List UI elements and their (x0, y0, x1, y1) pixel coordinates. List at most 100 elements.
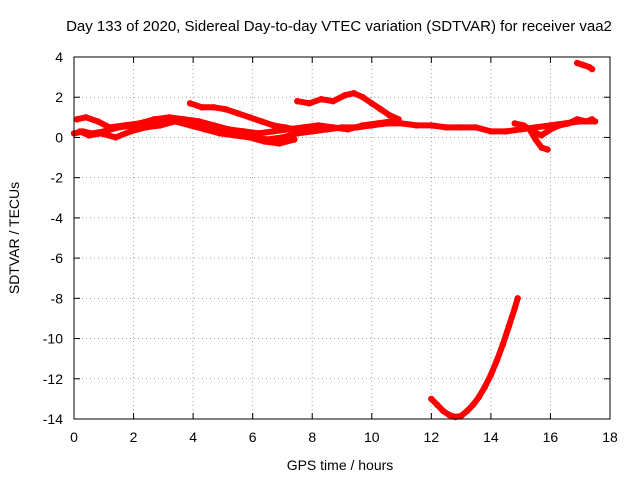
series-track-3 (77, 118, 298, 147)
x-tick-label: 18 (602, 429, 618, 445)
data-point (511, 305, 518, 312)
data-point (255, 130, 262, 137)
data-point (487, 128, 495, 135)
data-point (457, 412, 465, 420)
data-point (151, 116, 158, 123)
data-point (282, 124, 289, 131)
data-point (526, 126, 533, 133)
y-tick-label: -6 (51, 250, 64, 266)
data-point (309, 128, 316, 135)
data-point (329, 124, 337, 131)
data-point (556, 122, 563, 129)
data-point (446, 411, 453, 419)
series-track-6 (428, 295, 521, 420)
data-point (198, 104, 206, 111)
data-point (514, 295, 521, 302)
data-point (231, 132, 238, 139)
data-point (574, 59, 581, 67)
data-point (222, 106, 230, 113)
tick-layer: 0 2 4 6 8 10 12 14 16 18 -14 -12 -10 -8 -6 -4 -2 0 2 4 (43, 49, 618, 445)
y-tick-label: -10 (43, 331, 63, 347)
data-point (127, 128, 134, 135)
data-point (225, 126, 232, 133)
data-point (487, 371, 495, 378)
data-point (505, 323, 512, 330)
data-point (172, 118, 179, 125)
data-point (258, 118, 265, 125)
data-point (270, 128, 277, 135)
x-tick-label: 0 (70, 429, 78, 445)
data-point (329, 98, 337, 105)
series-layer (70, 59, 599, 421)
data-point (318, 96, 325, 103)
data-point (234, 110, 241, 117)
data-point (142, 124, 149, 131)
series-track-7 (511, 116, 596, 139)
data-point (112, 134, 119, 141)
data-point (502, 128, 509, 135)
data-point (434, 401, 441, 409)
data-point (85, 132, 93, 139)
data-point (538, 144, 545, 151)
data-point (395, 116, 402, 123)
data-point (547, 126, 554, 133)
data-point (428, 122, 435, 129)
data-point (583, 118, 590, 125)
series-track-4 (187, 100, 298, 133)
data-point (359, 94, 366, 101)
data-point (270, 122, 277, 129)
data-point (374, 120, 381, 127)
data-point (443, 124, 450, 131)
data-point (469, 401, 477, 409)
data-point (279, 134, 286, 141)
x-tick-label: 4 (189, 429, 197, 445)
data-point (440, 407, 447, 415)
data-point (428, 395, 435, 403)
data-point (574, 116, 581, 123)
data-point (210, 122, 218, 129)
data-point (300, 124, 307, 131)
data-point (195, 118, 203, 125)
y-tick-label: 0 (55, 129, 63, 145)
data-point (481, 383, 489, 390)
data-point (377, 106, 384, 113)
x-tick-label: 12 (424, 429, 440, 445)
data-point (341, 92, 349, 99)
x-tick-label: 10 (364, 429, 380, 445)
data-point (291, 126, 298, 133)
y-tick-label: 2 (55, 89, 63, 105)
data-point (457, 124, 465, 131)
plot-frame (73, 56, 611, 420)
data-point (186, 100, 194, 107)
x-tick-label: 8 (308, 429, 316, 445)
data-point (580, 61, 587, 69)
data-point (532, 136, 539, 143)
y-tick-label: 4 (55, 49, 63, 65)
data-point (276, 140, 283, 147)
data-point (463, 407, 471, 415)
data-point (588, 116, 596, 123)
data-point (368, 100, 375, 107)
data-point (511, 120, 518, 127)
data-point (291, 136, 298, 143)
x-tick-label: 14 (483, 429, 499, 445)
data-point (588, 65, 596, 73)
data-point (306, 100, 313, 107)
data-point (538, 132, 545, 139)
grid-layer (74, 57, 610, 419)
data-point (294, 98, 301, 105)
data-point (82, 114, 90, 121)
y-axis-title: SDTVAR / TECUs (6, 182, 22, 294)
data-point (201, 126, 209, 133)
data-point (136, 120, 143, 127)
y-tick-label: -2 (51, 170, 64, 186)
data-point (565, 120, 572, 127)
data-point (97, 130, 105, 137)
data-point (520, 122, 527, 129)
y-tick-label: -4 (51, 210, 64, 226)
data-point (413, 122, 420, 129)
y-tick-label: -12 (43, 371, 63, 387)
data-point (344, 126, 352, 133)
y-tick-label: -8 (51, 290, 64, 306)
